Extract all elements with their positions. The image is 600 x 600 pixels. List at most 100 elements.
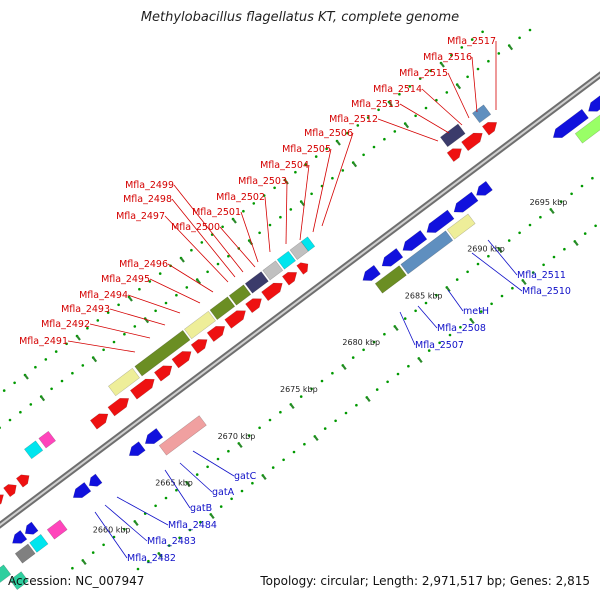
cog-feature-box — [400, 230, 454, 275]
guide-dot — [227, 254, 230, 258]
guide-dot — [500, 294, 504, 298]
guide-dot — [435, 293, 438, 297]
guide-dot — [123, 332, 126, 336]
cds-reverse-arrow — [588, 84, 600, 112]
guide-dot — [377, 108, 380, 112]
forward-gene-label: Mfla_2495 — [101, 274, 150, 285]
guide-tick — [81, 559, 87, 566]
guide-tick — [289, 403, 295, 410]
guide-dot — [396, 372, 400, 376]
guide-dot — [164, 301, 168, 305]
guide-dot — [117, 303, 120, 307]
axis-tick-label: 2670 kbp — [218, 432, 256, 441]
forward-gene-label: Mfla_2500 — [171, 222, 220, 233]
cog-feature-box — [184, 310, 216, 340]
guide-tick — [185, 481, 191, 488]
reverse-gene-label-leader — [447, 289, 464, 312]
guide-dot — [199, 520, 202, 524]
forward-gene-label: Mfla_2514 — [373, 84, 422, 95]
axis-tick-label: 2680 kbp — [342, 338, 380, 347]
reverse-gene-label: Mfla_2507 — [415, 340, 464, 351]
guide-dot — [346, 131, 349, 135]
guide-dot — [175, 488, 178, 492]
forward-gene-label: Mfla_2491 — [19, 336, 68, 347]
guide-dot — [459, 325, 462, 329]
guide-tick — [133, 520, 139, 527]
cds-reverse-arrow — [72, 482, 92, 499]
guide-dot — [445, 91, 449, 94]
guide-dot — [251, 481, 254, 485]
forward-gene-label: Mfla_2506 — [304, 128, 353, 139]
guide-tick — [497, 247, 503, 254]
cog-feature-box — [29, 534, 49, 553]
cds-forward-arrow — [446, 148, 462, 162]
guide-dot — [240, 489, 244, 493]
guide-dot — [372, 145, 376, 149]
forward-gene-label-leader — [167, 263, 214, 293]
forward-gene-label: Mfla_2496 — [119, 259, 168, 270]
guide-dot — [518, 36, 521, 40]
guide-dot — [91, 551, 95, 554]
reverse-gene-label-leader — [179, 462, 213, 493]
guide-dot — [133, 325, 137, 328]
backbone-highlight — [0, 73, 600, 527]
forward-gene-label: Mfla_2505 — [282, 144, 331, 155]
guide-dot — [570, 192, 573, 196]
guide-dot — [50, 387, 53, 391]
guide-dot — [279, 410, 282, 414]
cog-feature-box — [262, 260, 284, 281]
guide-dot — [219, 505, 223, 508]
guide-dot — [292, 450, 296, 454]
guide-dot — [19, 410, 22, 414]
guide-dot — [2, 389, 6, 392]
guide-tick — [128, 296, 133, 302]
guide-dot — [528, 223, 532, 227]
forward-gene-label: Mfla_2515 — [399, 68, 448, 79]
guide-tick — [157, 552, 163, 559]
guide-dot — [466, 75, 469, 79]
guide-dot — [294, 170, 297, 174]
forward-gene-label-leader — [399, 103, 450, 134]
forward-gene-label-leader — [219, 226, 256, 268]
reverse-gene-label-leader — [487, 239, 518, 276]
forward-gene-label: Mfla_2493 — [61, 304, 110, 315]
guide-tick — [232, 218, 237, 224]
guide-dot — [71, 566, 74, 570]
guide-dot — [351, 356, 355, 359]
cds-forward-arrow — [153, 365, 173, 382]
reverse-gene-label-leader — [116, 496, 169, 526]
forward-gene-label-leader — [149, 278, 201, 304]
reverse-gene-label-leader — [164, 469, 191, 509]
reverse-gene-label: Mfla_2510 — [522, 286, 571, 297]
forward-gene-label: Mfla_2516 — [423, 52, 472, 63]
guide-dot — [341, 169, 345, 172]
guide-dot — [216, 262, 220, 266]
cog-feature-box — [0, 564, 12, 584]
forward-gene-label-leader — [109, 308, 166, 326]
reverse-gene-label-leader — [192, 450, 235, 477]
guide-dot — [258, 231, 261, 235]
cds-forward-arrow — [461, 132, 483, 152]
guide-tick — [549, 208, 555, 215]
guide-dot — [487, 59, 490, 63]
guide-tick — [40, 395, 46, 402]
cds-forward-arrow — [3, 484, 17, 498]
forward-gene-label-leader — [67, 340, 136, 353]
guide-dot — [356, 124, 360, 127]
guide-dot — [362, 348, 365, 352]
guide-tick — [237, 442, 243, 449]
guide-dot — [355, 403, 358, 407]
guide-dot — [230, 497, 233, 501]
reverse-gene-label: gatA — [212, 487, 235, 498]
guide-dot — [206, 465, 209, 469]
guide-tick — [341, 364, 347, 371]
cds-reverse-arrow — [453, 191, 479, 213]
guide-dot — [466, 270, 469, 274]
cds-forward-arrow — [0, 494, 4, 508]
cds-reverse-arrow — [128, 441, 146, 457]
cds-forward-arrow — [171, 351, 192, 369]
reverse-gene-label: gatB — [190, 503, 212, 514]
guide-dot — [314, 155, 318, 158]
forward-gene-label: Mfla_2513 — [351, 99, 400, 110]
